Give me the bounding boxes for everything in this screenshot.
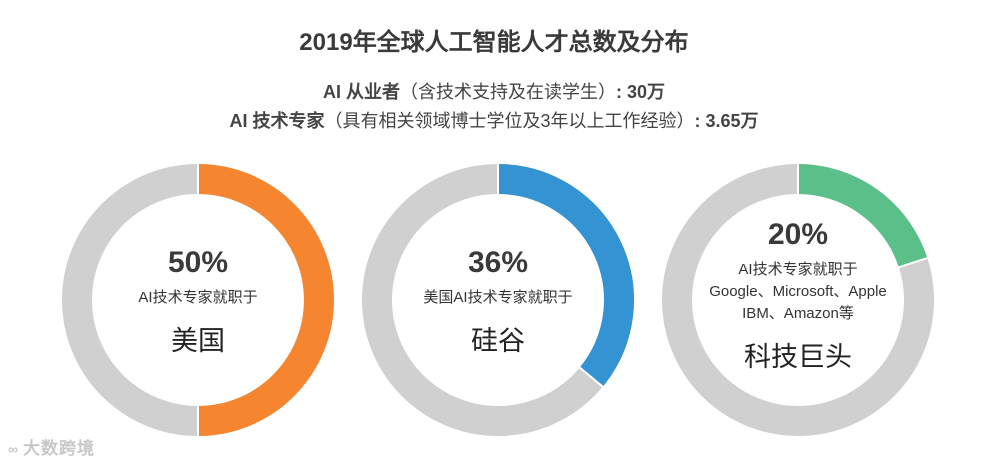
chart-title: 2019年全球人工智能人才总数及分布 bbox=[299, 29, 689, 56]
subtitle-experts-label: AI 技术专家 bbox=[229, 111, 325, 131]
description-line-tech-giants: AI技术专家就职于 bbox=[738, 261, 857, 278]
percent-label-silicon-valley: 36% bbox=[468, 246, 528, 279]
description-line-tech-giants: Google、Microsoft、Apple bbox=[709, 283, 887, 300]
watermark-logo-icon: ∞ bbox=[8, 441, 19, 457]
description-line-us: AI技术专家就职于 bbox=[138, 289, 257, 306]
subtitle-experts: AI 技术专家（具有相关领域博士学位及3年以上工作经验）: 3.65万 bbox=[0, 107, 988, 133]
watermark: ∞ 大数跨境 bbox=[8, 434, 95, 459]
subtitle-practitioners: AI 从业者（含技术支持及在读学生）: 30万 bbox=[0, 78, 988, 104]
subtitle-practitioners-label: AI 从业者 bbox=[322, 82, 400, 102]
region-label-us: 美国 bbox=[171, 326, 225, 356]
subtitle-practitioners-value: : 30万 bbox=[615, 82, 666, 102]
region-label-tech-giants: 科技巨头 bbox=[744, 342, 852, 372]
subtitle-experts-note: （具有相关领域博士学位及3年以上工作经验） bbox=[324, 111, 695, 131]
subtitle-experts-value: : 3.65万 bbox=[694, 111, 759, 131]
description-line-tech-giants: IBM、Amazon等 bbox=[742, 304, 854, 322]
segment-divider-silicon-valley-1 bbox=[578, 366, 605, 389]
segment-divider-tech-giants-1 bbox=[897, 256, 929, 269]
donut-segment-us bbox=[197, 164, 334, 436]
subtitle-practitioners-note: （含技术支持及在读学生） bbox=[399, 82, 616, 102]
watermark-text: 大数跨境 bbox=[22, 439, 95, 458]
donut-segment-silicon-valley bbox=[497, 164, 634, 387]
donut-tech-giants: 20% AI技术专家就职于 Google、Microsoft、Apple IBM、Am… bbox=[662, 163, 934, 436]
description-line-silicon-valley: 美国AI技术专家就职于 bbox=[423, 289, 572, 306]
region-label-silicon-valley: 硅谷 bbox=[471, 326, 525, 356]
donut-segment-tech-giants bbox=[797, 164, 928, 268]
percent-label-tech-giants: 20% bbox=[768, 218, 828, 251]
percent-label-us: 50% bbox=[168, 246, 228, 279]
